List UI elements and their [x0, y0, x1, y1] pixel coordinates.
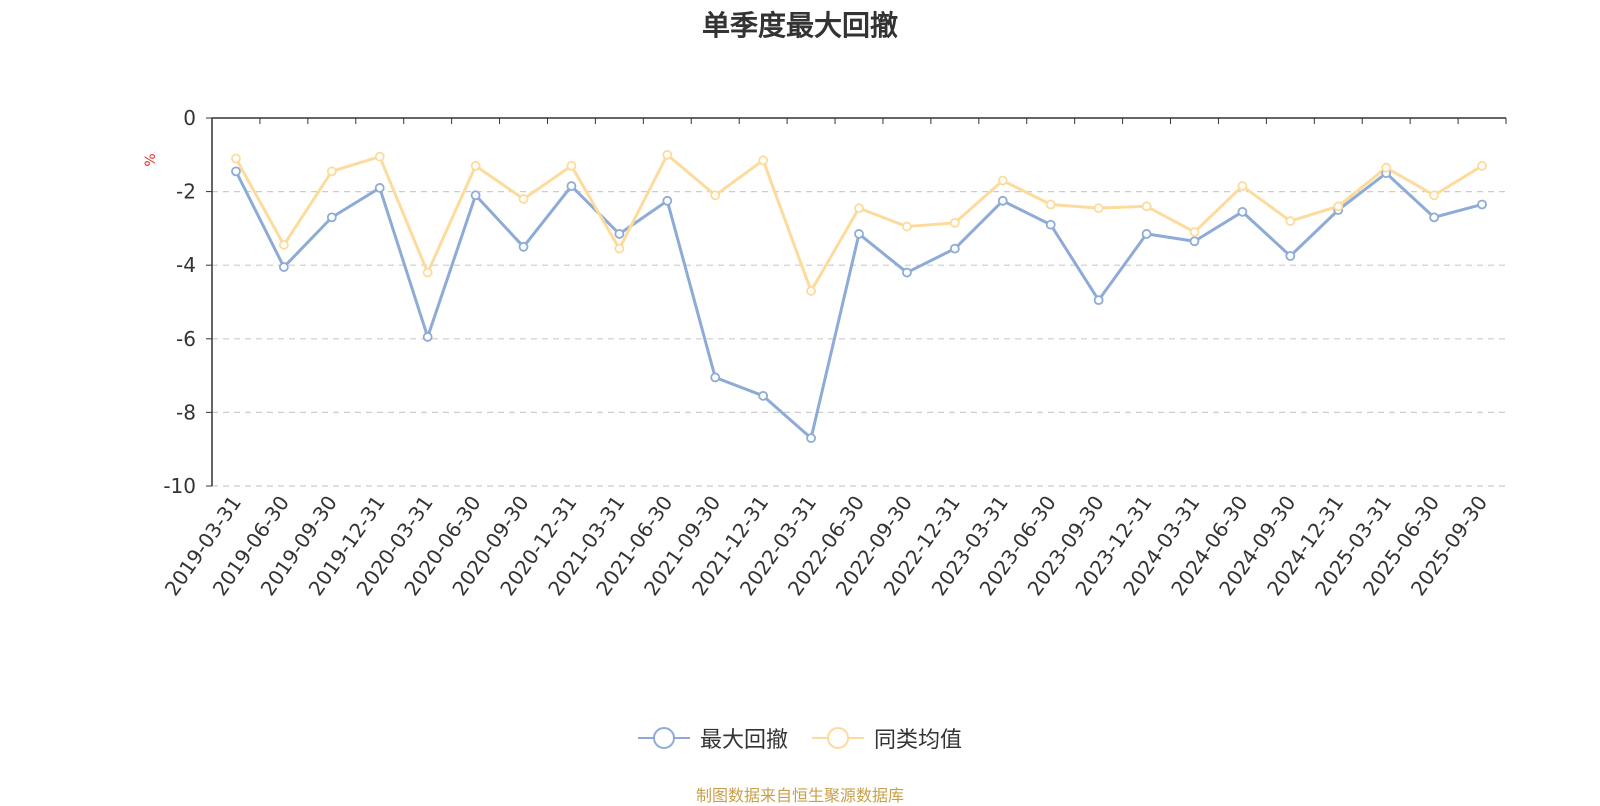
legend-label-series-2: 同类均值 [874, 728, 963, 753]
data-point-series-1 [422, 332, 433, 342]
data-point-series-2 [854, 203, 864, 214]
data-point-series-2 [1333, 201, 1344, 212]
data-point-series-1 [1141, 229, 1152, 239]
data-point-series-1 [518, 241, 529, 252]
data-point-series-1 [997, 195, 1008, 206]
data-point-series-1 [1045, 219, 1056, 230]
data-point-series-2 [662, 149, 673, 160]
data-point-series-2 [1093, 203, 1104, 214]
data-point-series-2 [806, 286, 816, 296]
data-point-series-2 [1381, 162, 1392, 173]
data-point-series-2 [997, 175, 1008, 186]
data-point-series-2 [1237, 181, 1248, 191]
y-tick-label: -2 [176, 180, 196, 204]
y-tick-labels: 0 -2 -4 -6 -8 -10 [163, 106, 196, 498]
legend-label-series-1: 最大回撤 [699, 728, 788, 753]
data-point-series-2 [1189, 227, 1200, 237]
grid-lines [212, 191, 1506, 487]
source-note: 制图数据来自恒生聚源数据库 [695, 786, 904, 805]
legend-item-series-1[interactable]: 最大回撤 [637, 722, 788, 754]
data-point-series-2 [278, 240, 289, 250]
data-point-series-1 [902, 267, 912, 278]
data-point-series-2 [758, 155, 769, 166]
y-tick-label: -6 [176, 327, 196, 351]
data-point-series-2 [949, 217, 960, 228]
axes [206, 117, 1507, 487]
data-point-series-1 [949, 243, 960, 254]
legend-swatch-series-1 [637, 727, 690, 749]
data-point-series-1 [1189, 236, 1200, 247]
data-point-series-1 [1429, 212, 1440, 223]
data-point-series-1 [326, 212, 337, 223]
data-point-series-2 [1141, 201, 1152, 212]
data-point-series-2 [1285, 216, 1296, 226]
y-tick-label: -8 [176, 400, 196, 424]
data-point-series-2 [566, 160, 577, 171]
y-tick-label: -4 [176, 253, 196, 277]
data-point-series-1 [662, 195, 673, 206]
data-point-series-2 [1045, 199, 1056, 210]
data-point-series-2 [374, 151, 385, 162]
data-point-series-1 [278, 262, 289, 272]
y-axis-unit-label: % [143, 153, 159, 166]
data-point-series-2 [1477, 160, 1487, 171]
data-point-series-2 [710, 190, 721, 201]
data-point-series-1 [470, 190, 481, 201]
data-point-series-1 [806, 433, 816, 444]
chart-title: 单季度最大回撤 [701, 9, 898, 42]
data-point-series-2 [470, 160, 481, 171]
legend-item-series-2[interactable]: 同类均值 [812, 722, 962, 754]
data-point-series-2 [231, 153, 241, 164]
data-point-series-2 [1429, 190, 1440, 201]
series-line-2 [234, 153, 1483, 293]
data-point-series-1 [614, 229, 625, 239]
data-point-series-1 [374, 183, 385, 193]
y-tick-label: -10 [163, 474, 196, 498]
data-point-series-2 [902, 221, 912, 232]
data-point-series-1 [231, 166, 241, 177]
data-point-series-1 [854, 229, 864, 239]
chart-legend[interactable]: 最大回撤 同类均值 [0, 722, 1600, 754]
data-point-series-2 [326, 166, 337, 177]
data-point-series-2 [422, 267, 433, 278]
data-point-series-1 [1477, 199, 1487, 210]
data-point-series-2 [614, 243, 625, 254]
data-point-series-2 [518, 194, 529, 204]
data-point-series-1 [710, 372, 721, 383]
data-point-series-1 [566, 181, 577, 191]
y-tick-label: 0 [183, 106, 196, 130]
data-point-series-1 [1237, 206, 1248, 217]
data-point-series-1 [758, 390, 769, 401]
legend-swatch-series-2 [812, 727, 864, 749]
data-point-series-1 [1093, 295, 1104, 306]
data-point-series-1 [1285, 251, 1296, 261]
series-lines [231, 149, 1487, 444]
x-tick-labels: 2019-03-312019-06-302019-09-302019-12-31… [160, 491, 1492, 600]
